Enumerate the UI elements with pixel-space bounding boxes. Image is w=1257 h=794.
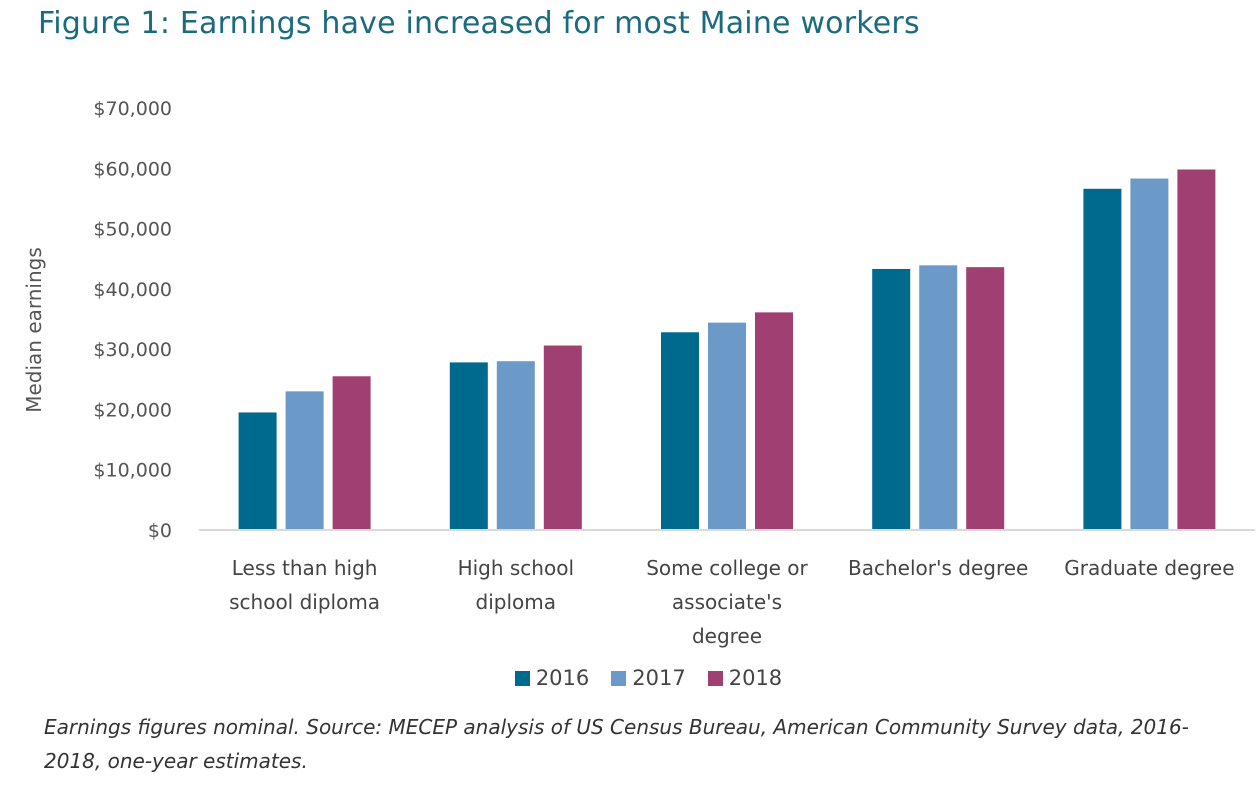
bar-2016 — [238, 412, 277, 530]
legend-item-2016: 2016 — [514, 666, 590, 690]
bar-2018 — [332, 376, 371, 530]
bar-2016 — [449, 362, 488, 530]
x-tick-label: Graduate degree — [1064, 556, 1234, 580]
bar-chart: $0 $10,000 $20,000 $30,000 $40,000 $50,000 $60… — [22, 98, 1255, 648]
bar-2018 — [966, 267, 1005, 530]
chart-title: Figure 1: Earnings have increased for mo… — [38, 6, 920, 41]
legend-swatch — [707, 670, 723, 686]
bar-2018 — [755, 312, 793, 530]
bar-2017 — [496, 361, 535, 530]
y-axis: $0 $10,000 $20,000 $30,000 $40,000 $50,000 $60… — [93, 98, 172, 542]
bar-2018 — [543, 345, 582, 530]
x-tick-label: Less than high school diploma — [229, 556, 380, 614]
y-tick-label: $50,000 — [93, 219, 172, 241]
legend-swatch — [514, 670, 530, 686]
legend-item-2018: 2018 — [707, 666, 783, 690]
bar-2016 — [1083, 188, 1122, 531]
y-axis-label: Median earnings — [22, 247, 46, 413]
bar-2016 — [872, 268, 911, 530]
bar-2017 — [285, 391, 324, 530]
legend-label: 2016 — [535, 666, 590, 690]
x-tick-label: Some college or associate's degree — [646, 556, 808, 648]
x-axis: Less than high school diploma High school d… — [229, 556, 1234, 648]
bar-2017 — [708, 322, 746, 530]
bar-2017 — [919, 265, 958, 530]
bar-2017 — [1130, 178, 1169, 530]
legend: 2016 2017 2018 — [0, 666, 1257, 690]
y-tick-label: $60,000 — [93, 158, 172, 180]
legend-item-2017: 2017 — [611, 666, 686, 690]
bars — [238, 169, 1216, 531]
y-tick-label: $10,000 — [93, 460, 172, 482]
y-tick-label: $0 — [148, 520, 172, 542]
legend-swatch — [611, 670, 627, 686]
x-tick-label: High school diploma — [458, 556, 574, 614]
legend-label: 2018 — [728, 666, 783, 690]
legend-label: 2017 — [632, 666, 686, 690]
y-tick-label: $30,000 — [93, 339, 172, 361]
x-tick-label: Bachelor's degree — [848, 556, 1028, 580]
source-note: Earnings figures nominal. Source: MECEP … — [44, 715, 1189, 773]
bar-2016 — [661, 332, 699, 530]
bar-2018 — [1177, 169, 1216, 530]
y-tick-label: $20,000 — [93, 399, 172, 421]
y-tick-label: $40,000 — [93, 279, 172, 301]
y-tick-label: $70,000 — [93, 98, 172, 120]
